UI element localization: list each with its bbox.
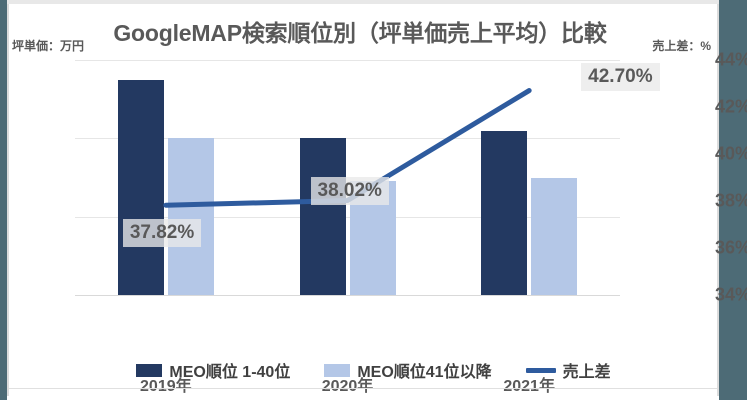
bar	[531, 178, 578, 295]
gridline	[75, 216, 620, 218]
y2-tick-label: 44%	[715, 49, 747, 70]
legend-item[interactable]: MEO順位 1-40位	[136, 358, 290, 382]
y2-tick-label: 38%	[715, 190, 747, 211]
legend-item[interactable]: 売上差	[525, 358, 611, 382]
left-decor-band	[0, 0, 7, 400]
y2-axis-title: 売上差：%	[652, 39, 711, 53]
x-tick-label: 2020年	[321, 378, 374, 395]
y-axis-title: 坪単価：万円	[12, 39, 85, 53]
bar	[117, 79, 164, 295]
y2-tick-label: 40%	[715, 143, 747, 164]
data-label: 38.02%	[310, 176, 389, 205]
bar	[481, 130, 528, 295]
plot-area: 0102030 34%36%38%40%42%44% 37.82%38.02%4…	[75, 50, 747, 395]
y2-tick-label: 36%	[715, 237, 747, 258]
x-tick-label: 2021年	[503, 378, 555, 395]
chart-title: GoogleMAP検索順位別（坪単価売上平均）比較	[113, 20, 607, 46]
data-label: 42.70%	[581, 62, 660, 91]
legend-swatch-icon	[525, 367, 556, 373]
legend-item[interactable]: MEO順位41位以降	[324, 358, 492, 382]
bar	[167, 138, 214, 295]
inner-border-right	[717, 4, 719, 396]
legend-swatch-icon	[324, 363, 351, 377]
y2-tick-label: 34%	[715, 284, 747, 305]
inner-border-left	[7, 4, 9, 396]
top-decor-band	[7, 0, 719, 4]
legend-label: MEO順位 1-40位	[169, 364, 291, 381]
legend-divider	[9, 388, 717, 389]
legend-swatch-icon	[136, 363, 163, 377]
gridline	[75, 138, 620, 140]
legend-label: MEO順位41位以降	[357, 364, 492, 381]
x-tick-label: 2019年	[140, 378, 192, 395]
bar	[299, 137, 346, 295]
right-decor-band	[719, 0, 747, 400]
bottom-decor-band	[7, 396, 719, 400]
y2-tick-label: 42%	[715, 96, 747, 117]
data-label: 37.82%	[122, 219, 202, 248]
gridline	[75, 60, 620, 61]
chart-legend: MEO順位 1-40位 MEO順位41位以降 売上差	[0, 358, 747, 382]
gridline	[75, 295, 620, 296]
legend-label: 売上差	[562, 364, 611, 381]
